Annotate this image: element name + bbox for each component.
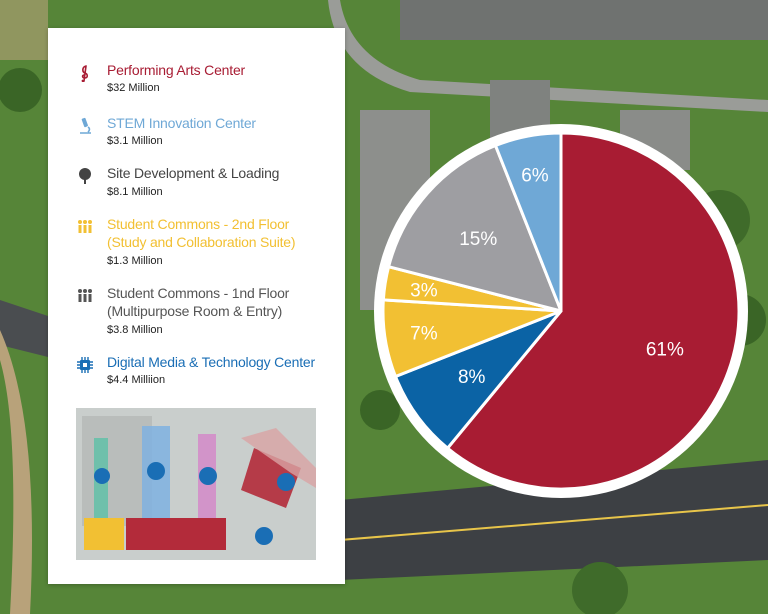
pie-slice	[446, 131, 741, 491]
legend-label: STEM Innovation Center	[107, 115, 256, 131]
tree-icon	[79, 168, 91, 184]
legend-panel: Performing Arts Center $32 Million STEM …	[48, 28, 345, 584]
microscope-icon	[80, 117, 91, 134]
legend-label: Student Commons - 1nd Floor	[107, 285, 290, 301]
pie-slice	[393, 309, 563, 450]
people-icon	[78, 289, 92, 302]
legend-label: Site Development & Loading	[107, 165, 280, 181]
site-plan-map	[76, 408, 316, 560]
legend-value: $3.1 Million	[107, 135, 163, 147]
pie-slice-label: 61%	[646, 339, 684, 360]
legend-label: Digital Media & Technology Center	[107, 354, 315, 370]
pie-chart: 61% 8% 7% 3% 15% 6%	[374, 124, 748, 498]
pie-chart-container: 61% 8% 7% 3% 15% 6%	[374, 124, 748, 498]
legend-label: Student Commons - 2nd Floor	[107, 216, 290, 232]
legend-value: $3.8 Million	[107, 324, 163, 336]
legend-value: $4.4 Milliion	[107, 374, 166, 386]
pie-slice-label: 3%	[410, 280, 438, 301]
people-icon	[78, 220, 92, 233]
pie-slice-label: 8%	[458, 367, 486, 388]
legend-value: $8.1 Million	[107, 186, 163, 198]
legend-label-line2: (Multipurpose Room & Entry)	[107, 303, 283, 319]
legend-label-line2: (Study and Collaboration Suite)	[107, 234, 296, 250]
pie-slice-label: 15%	[459, 229, 497, 250]
pie-slice-label: 6%	[521, 166, 549, 187]
legend-value: $32 Million	[107, 82, 160, 94]
legend-label: Performing Arts Center	[107, 62, 245, 78]
pie-slice-label: 7%	[410, 324, 438, 345]
pie-slice	[493, 131, 563, 313]
pie-slice	[387, 143, 563, 313]
treble-clef-icon	[81, 65, 89, 82]
legend-value: $1.3 Million	[107, 255, 163, 267]
chip-icon	[77, 357, 93, 373]
